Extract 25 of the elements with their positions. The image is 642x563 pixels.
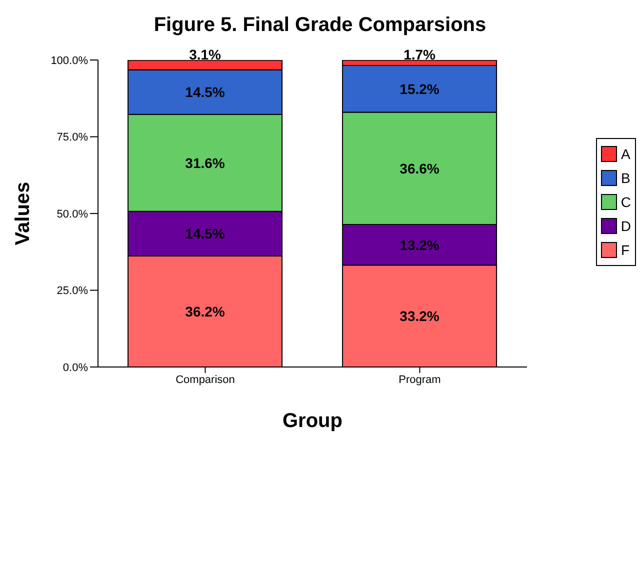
data-label: 14.5% [185, 84, 226, 100]
x-tick-label: Comparison [176, 374, 235, 386]
data-label: 13.2% [400, 236, 440, 253]
chart-title: Figure 5. Final Grade Comparsions [152, 14, 488, 37]
legend-label: A [621, 146, 630, 162]
data-label: 3.1% [189, 46, 222, 62]
y-axis-title: Values [12, 182, 34, 246]
legend-label: C [620, 194, 631, 210]
x-axis-title: Group [282, 410, 342, 432]
y-tick-label: 100.0% [50, 54, 88, 67]
y-tick-label: 0.0% [62, 362, 88, 374]
data-label: 36.2% [185, 303, 226, 320]
data-label: 15.2% [400, 80, 440, 97]
y-tick-label: 50.0% [56, 208, 88, 220]
legend-label: B [621, 170, 630, 186]
data-label: 1.7% [404, 46, 436, 62]
data-label: 31.6% [185, 154, 226, 171]
x-tick-label: Program [398, 374, 441, 386]
y-tick-label: 25.0% [56, 285, 88, 298]
data-label: 33.2% [400, 308, 440, 324]
legend-label: F [621, 242, 630, 258]
y-tick-label: 75.0% [56, 132, 88, 144]
legend-label: D [620, 218, 631, 234]
data-label: 14.5% [185, 226, 226, 242]
data-label: 36.6% [400, 160, 440, 176]
